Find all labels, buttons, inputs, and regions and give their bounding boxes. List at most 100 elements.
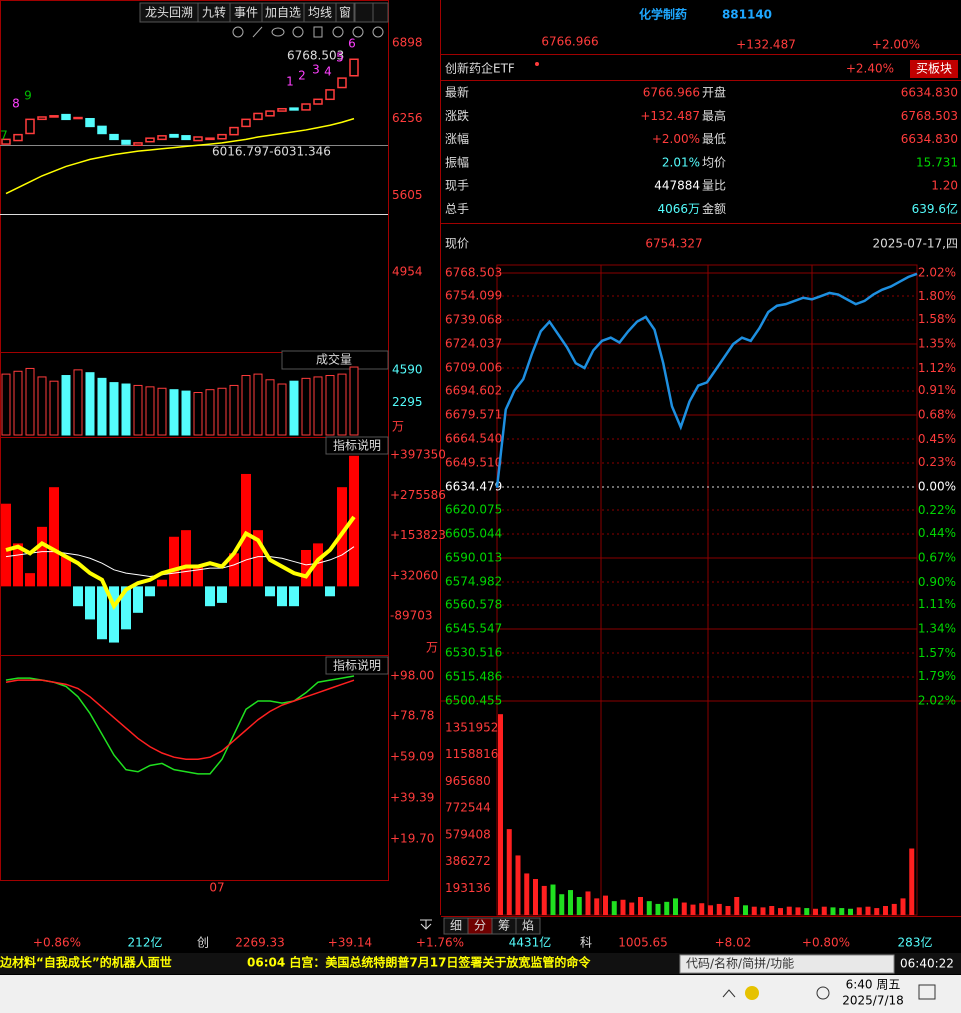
- volume-bar: [821, 906, 827, 915]
- macd-bar: [265, 586, 275, 597]
- icon[interactable]: [352, 26, 364, 38]
- volume-bar: [301, 377, 311, 436]
- panel-title: 成交量: [316, 352, 352, 367]
- candle: [61, 113, 71, 121]
- pct-tick-label: 0.67%: [918, 550, 956, 564]
- nine-count: 9: [24, 89, 32, 103]
- pct-tick-label: 0.91%: [918, 383, 956, 397]
- volume-bar: [313, 376, 323, 436]
- macd-bar: [97, 586, 107, 640]
- download-icon[interactable]: [420, 919, 432, 930]
- y-tick-label: +275586: [390, 488, 446, 502]
- icon[interactable]: [271, 27, 285, 37]
- change-pct: +2.00%: [872, 38, 920, 52]
- y-tick-label: 6530.516: [445, 646, 502, 660]
- volume-bar: [813, 908, 818, 915]
- icon[interactable]: [372, 26, 384, 38]
- y-tick-label: 2295: [392, 395, 423, 409]
- icon[interactable]: [332, 26, 344, 38]
- quote-label: 量比: [702, 179, 726, 193]
- pct-tick-label: 0.22%: [918, 503, 956, 517]
- y-tick-label: +59.09: [390, 749, 434, 763]
- quote-label: 总手: [445, 202, 469, 216]
- buy-button[interactable]: [910, 60, 958, 78]
- macd-bar: [85, 586, 95, 620]
- volume-bar: [205, 389, 215, 436]
- ticker-item: +0.80%: [802, 936, 850, 950]
- candle: [265, 110, 275, 117]
- volume-bar: [169, 389, 179, 436]
- quote-value: 1.20: [931, 179, 958, 193]
- macd-bar: [181, 530, 191, 587]
- macd-bar: [145, 586, 155, 597]
- icon[interactable]: [292, 26, 304, 38]
- y-tick-label: 6560.578: [445, 597, 502, 611]
- vol-tick-label: 386272: [445, 854, 491, 868]
- volume-bar: [716, 903, 722, 915]
- quote-label: 涨幅: [445, 131, 469, 146]
- tray-icon[interactable]: [722, 989, 736, 998]
- panel-header[interactable]: [281, 350, 389, 370]
- y-tick-label: 6500.455: [445, 694, 502, 708]
- toolbar-button[interactable]: [335, 2, 355, 23]
- icon[interactable]: [252, 26, 263, 38]
- candle: [145, 137, 155, 143]
- search-box[interactable]: [679, 954, 895, 974]
- search-placeholder: 代码/名称/简拼/功能: [686, 956, 794, 971]
- candle: [97, 125, 107, 135]
- indicator-button[interactable]: [325, 436, 389, 455]
- volume-bar: [839, 908, 845, 915]
- volume-bar: [217, 387, 227, 436]
- quote-value: +132.487: [640, 109, 700, 123]
- quote-value: 4066万: [657, 202, 700, 216]
- y-tick-label: 6256: [392, 111, 423, 125]
- volume-bar: [515, 855, 521, 915]
- candle: [13, 133, 23, 142]
- volume-bar: [61, 375, 71, 436]
- volume-bar: [778, 908, 783, 915]
- macd-bar: [169, 536, 179, 587]
- toolbar-button[interactable]: [372, 2, 389, 23]
- vol-tick-label: 579408: [445, 827, 491, 841]
- y-tick-label: 6620.075: [445, 502, 502, 516]
- volume-bar: [25, 367, 35, 436]
- etf-dot: [535, 62, 539, 66]
- volume-bar: [289, 380, 299, 436]
- candle: [349, 58, 359, 77]
- tray-icon[interactable]: [745, 986, 759, 1000]
- icon[interactable]: [232, 26, 244, 38]
- toolbar-button[interactable]: [354, 2, 374, 23]
- ticker-item: +1.76%: [416, 936, 464, 950]
- tray-icon[interactable]: [816, 986, 830, 1000]
- indicator-button[interactable]: [325, 656, 389, 675]
- ticker-item: 科: [580, 936, 592, 950]
- volume-bar: [804, 908, 810, 915]
- candle: [181, 135, 191, 141]
- candle: [121, 139, 131, 145]
- y-tick-label: 6590.013: [445, 551, 502, 565]
- volume-bar: [865, 906, 871, 915]
- pct-tick-label: 1.34%: [918, 621, 956, 635]
- y-tick-label: 6664.540: [445, 432, 502, 446]
- icon[interactable]: [313, 26, 323, 38]
- volume-bar: [13, 370, 23, 436]
- nine-count: 5: [336, 51, 344, 65]
- candle: [205, 137, 215, 141]
- y-tick-label: 6898: [392, 36, 423, 50]
- tab[interactable]: [515, 917, 541, 935]
- notify-icon[interactable]: [918, 984, 936, 1000]
- macd-bar: [13, 543, 23, 587]
- y-tick-label: +78.78: [390, 709, 434, 723]
- nine-count: 1: [286, 75, 294, 89]
- volume-bar: [655, 903, 661, 915]
- volume-bar: [550, 884, 556, 915]
- candle: [37, 116, 47, 121]
- volume-bar: [856, 907, 862, 915]
- y-tick-label: 6724.037: [445, 337, 502, 351]
- macd-bar: [325, 586, 335, 597]
- volume-bar: [97, 377, 107, 436]
- icon-row: [232, 26, 384, 38]
- y-tick-label: 6768.503: [445, 266, 502, 280]
